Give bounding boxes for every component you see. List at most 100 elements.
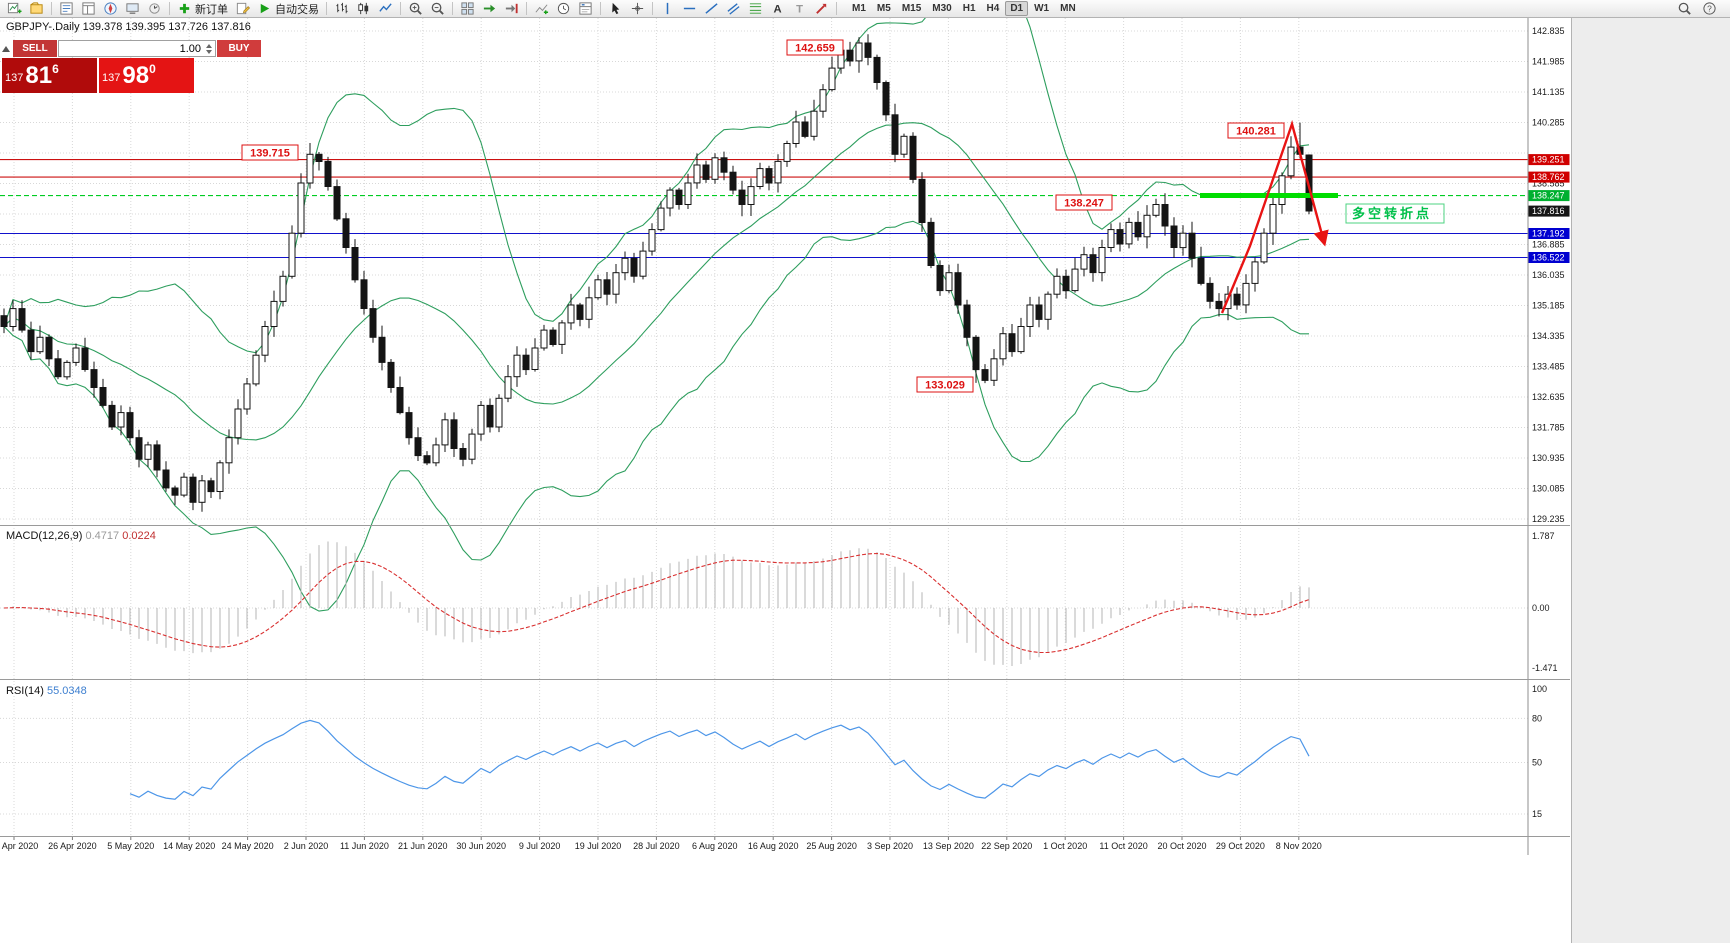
periods-icon (557, 2, 570, 15)
zoom-in-icon (409, 2, 422, 15)
svg-text:29 Oct 2020: 29 Oct 2020 (1216, 841, 1265, 851)
auto-scroll-button[interactable] (479, 1, 500, 17)
svg-text:0.00: 0.00 (1532, 603, 1550, 613)
svg-text:140.285: 140.285 (1532, 118, 1565, 128)
price-annotations[interactable]: 142.659 139.715 140.281 138.247 133.029 多空转折点 (241, 39, 1445, 393)
buy-price-pips: 98 (122, 62, 150, 89)
terminal-button[interactable] (122, 1, 143, 17)
panel-separators[interactable] (0, 525, 1570, 837)
svg-text:6 Aug 2020: 6 Aug 2020 (692, 841, 738, 851)
chart-canvas[interactable]: 142.835 141.985 141.135 140.285 138.585 136.8… (0, 18, 1570, 943)
channel-button[interactable] (723, 1, 744, 17)
svg-text:11 Oct 2020: 11 Oct 2020 (1099, 841, 1147, 851)
chart-shift-button[interactable] (501, 1, 522, 17)
svg-text:131.785: 131.785 (1532, 423, 1565, 433)
arrow-tool-button[interactable] (811, 1, 832, 17)
strategy-tester-button[interactable] (144, 1, 165, 17)
templates-button[interactable] (575, 1, 596, 17)
trade-panel-prices: 137 81 6 137 98 0 (2, 58, 194, 93)
candle-chart-button[interactable] (353, 1, 374, 17)
svg-text:141.985: 141.985 (1532, 57, 1565, 67)
macd-histogram (12, 541, 1310, 666)
timeframe-w1-button[interactable]: W1 (1029, 1, 1054, 16)
toolbar-separator (51, 2, 52, 15)
crosshair-icon (631, 2, 644, 15)
svg-text:130.935: 130.935 (1532, 453, 1565, 463)
svg-text:100: 100 (1532, 684, 1547, 694)
svg-text:-1.471: -1.471 (1532, 663, 1558, 673)
cn-note-box[interactable] (1345, 203, 1445, 224)
svg-text:142.835: 142.835 (1532, 26, 1565, 36)
main-toolbar: 新订单 自动交易 A T M1 M5 M15 M30 H1 H4 D1 W1 MN ? (0, 0, 1730, 18)
label-tool-button[interactable]: T (789, 1, 810, 17)
arrow-tool-icon (816, 3, 827, 14)
buy-price-integer: 137 (102, 72, 121, 84)
metaeditor-button[interactable] (232, 1, 253, 17)
sell-price-button[interactable]: 137 81 6 (2, 58, 97, 93)
svg-text:21 Jun 2020: 21 Jun 2020 (398, 841, 448, 851)
trendline-icon (705, 3, 718, 14)
volume-spinner[interactable] (203, 43, 215, 54)
vertical-line-icon (666, 2, 669, 15)
volume-field (58, 40, 216, 57)
timeframe-h4-button[interactable]: H4 (982, 1, 1005, 16)
profiles-button[interactable] (26, 1, 47, 17)
horizontal-line-button[interactable] (679, 1, 700, 17)
time-axis[interactable]: 16 Apr 2020 26 Apr 2020 5 May 2020 14 May 2… (0, 837, 1322, 851)
spinner-up-icon[interactable] (206, 43, 212, 48)
spinner-down-icon[interactable] (206, 49, 212, 54)
volume-input[interactable] (59, 42, 203, 55)
toolbar-separator (836, 2, 837, 15)
timeframe-buttons: M1 M5 M15 M30 H1 H4 D1 W1 MN (847, 1, 1081, 16)
timeframe-m30-button[interactable]: M30 (927, 1, 956, 16)
data-window-button[interactable] (78, 1, 99, 17)
toolbar-separator (452, 2, 453, 15)
sell-price-integer: 137 (5, 72, 24, 84)
svg-text:130.085: 130.085 (1532, 484, 1565, 494)
svg-text:136.522: 136.522 (1532, 253, 1565, 263)
autotrading-button[interactable]: 自动交易 (254, 1, 322, 17)
candles-layer (0, 34, 1313, 512)
search-button[interactable] (1674, 1, 1695, 17)
svg-text:137.192: 137.192 (1532, 229, 1565, 239)
timeframe-m1-button[interactable]: M1 (847, 1, 871, 16)
help-button[interactable]: ? (1699, 1, 1720, 17)
bar-chart-icon (336, 2, 348, 14)
trendline-button[interactable] (701, 1, 722, 17)
templates-icon (579, 2, 592, 15)
svg-text:132.635: 132.635 (1532, 392, 1565, 402)
new-chart-button[interactable] (4, 1, 25, 17)
new-order-button[interactable]: 新订单 (174, 1, 231, 17)
price-axis[interactable]: 142.835 141.985 141.135 140.285 138.585 136.8… (1527, 18, 1570, 943)
timeframe-m15-button[interactable]: M15 (897, 1, 926, 16)
candle-chart-icon (358, 2, 369, 15)
svg-text:139.715: 139.715 (250, 148, 290, 160)
vertical-line-button[interactable] (657, 1, 678, 17)
periods-button[interactable] (553, 1, 574, 17)
text-tool-button[interactable]: A (767, 1, 788, 17)
buy-button[interactable]: BUY (217, 40, 261, 57)
svg-text:2 Jun 2020: 2 Jun 2020 (284, 841, 329, 851)
fibonacci-button[interactable] (745, 1, 766, 17)
sell-button[interactable]: SELL (13, 40, 57, 57)
cursor-button[interactable] (605, 1, 626, 17)
market-watch-button[interactable] (56, 1, 77, 17)
buy-price-point: 0 (149, 62, 156, 76)
timeframe-h1-button[interactable]: H1 (958, 1, 981, 16)
buy-price-button[interactable]: 137 98 0 (99, 58, 194, 93)
collapse-trade-panel-icon[interactable] (2, 45, 10, 52)
trend-arrow-drawing[interactable] (1220, 119, 1329, 314)
timeframe-d1-button[interactable]: D1 (1005, 1, 1029, 16)
toolbar-buttons: 新订单 自动交易 A T (4, 1, 840, 17)
zoom-in-button[interactable] (405, 1, 426, 17)
crosshair-button[interactable] (627, 1, 648, 17)
tile-windows-button[interactable] (457, 1, 478, 17)
indicators-button[interactable] (531, 1, 552, 17)
zoom-out-button[interactable] (427, 1, 448, 17)
timeframe-mn-button[interactable]: MN (1055, 1, 1081, 16)
navigator-button[interactable] (100, 1, 121, 17)
bar-chart-button[interactable] (331, 1, 352, 17)
timeframe-m5-button[interactable]: M5 (872, 1, 896, 16)
line-chart-button[interactable] (375, 1, 396, 17)
svg-text:26 Apr 2020: 26 Apr 2020 (48, 841, 97, 851)
